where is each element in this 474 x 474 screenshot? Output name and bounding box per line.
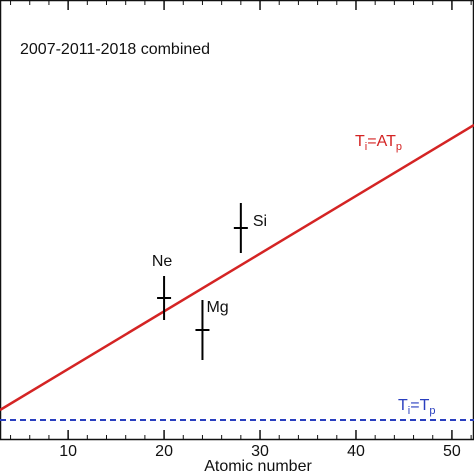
line-label-part: i bbox=[408, 405, 410, 417]
line-label-part: T bbox=[398, 397, 408, 414]
line-label: Ti=Tp bbox=[398, 397, 435, 417]
fit-line bbox=[0, 123, 474, 412]
line-label-part: =AT bbox=[367, 133, 396, 150]
line-label-part: i bbox=[365, 141, 367, 153]
line-label-part: T bbox=[355, 133, 365, 150]
line-label-part: p bbox=[429, 405, 435, 417]
point-label: Ne bbox=[152, 253, 173, 270]
x-tick-label: 10 bbox=[59, 443, 77, 460]
x-tick-label: 20 bbox=[155, 443, 173, 460]
point-label: Mg bbox=[206, 299, 228, 316]
annotation: 2007-2011-2018 combined bbox=[20, 41, 210, 58]
x-tick-label: 30 bbox=[251, 443, 269, 460]
x-axis-label: Atomic number bbox=[204, 458, 312, 474]
point-label: Si bbox=[253, 213, 267, 230]
line-label-part: p bbox=[396, 141, 402, 153]
line-label: Ti=ATp bbox=[355, 133, 402, 153]
x-tick-label: 50 bbox=[443, 443, 461, 460]
plot-frame bbox=[0, 0, 474, 441]
line-label-part: =T bbox=[410, 397, 429, 414]
x-tick-label: 40 bbox=[347, 443, 365, 460]
